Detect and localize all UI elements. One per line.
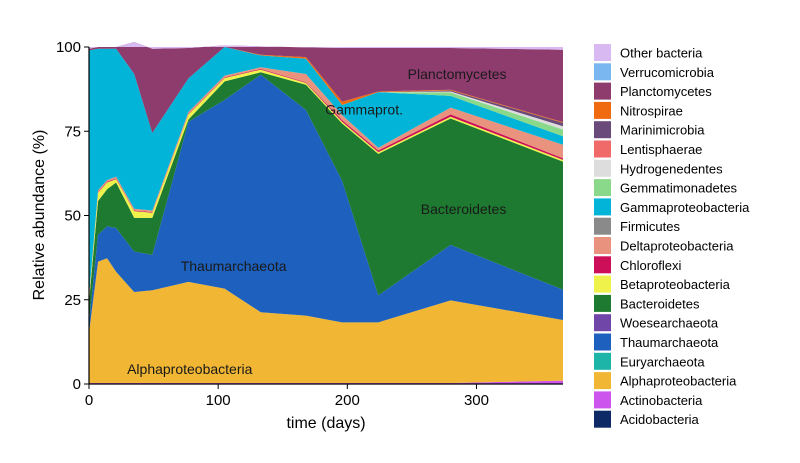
- legend-swatch-gammaproteobacteria: [594, 198, 611, 216]
- annotation-alphaproteobacteria: Alphaproteobacteria: [127, 361, 253, 377]
- legend-swatch-chloroflexi: [594, 256, 611, 274]
- axis-ticks: 0 100 200 300 0 25 50 75 100: [56, 39, 489, 409]
- legend-swatch-lentisphaerae: [594, 140, 611, 158]
- legend-label-thaumarchaeota: Thaumarchaeota: [620, 335, 719, 350]
- legend-swatch-deltaproteobacteria: [594, 237, 611, 254]
- area-gammaproteobacteria: [89, 47, 563, 297]
- y-tick-label: 50: [64, 208, 81, 225]
- legend-swatch-verrucomicrobia: [594, 63, 611, 81]
- y-tick-label: 25: [64, 292, 81, 309]
- legend-label-chloroflexi: Chloroflexi: [620, 258, 682, 273]
- legend-swatch-woesearchaeota: [594, 314, 611, 332]
- legend-swatch-thaumarchaeota: [594, 333, 611, 351]
- x-tick-label: 0: [85, 392, 93, 409]
- legend-label-verrucomicrobia: Verrucomicrobia: [620, 65, 715, 80]
- legend-swatch-hydrogenedentes: [594, 159, 611, 177]
- legend-label-other-bacteria: Other bacteria: [620, 46, 703, 61]
- legend-swatch-alphaproteobacteria: [594, 372, 611, 390]
- y-tick-label: 100: [56, 39, 81, 56]
- annotation-bacteroidetes: Bacteroidetes: [421, 201, 507, 217]
- legend-label-firmicutes: Firmicutes: [620, 219, 680, 234]
- legend-swatch-firmicutes: [594, 217, 611, 235]
- legend-label-nitrospirae: Nitrospirae: [620, 103, 683, 118]
- y-tick-label: 75: [64, 123, 81, 140]
- area-other-bacteria: [89, 41, 563, 50]
- x-tick-label: 200: [335, 392, 360, 409]
- legend-swatch-nitrospirae: [594, 101, 611, 119]
- legend-swatch-other-bacteria: [594, 44, 611, 61]
- y-tick-label: 0: [73, 376, 81, 393]
- area-bacteroidetes: [89, 72, 563, 323]
- annotation-thaumarchaeota: Thaumarchaeota: [181, 258, 287, 274]
- y-axis-title: Relative abundance (%): [31, 130, 48, 301]
- x-tick-label: 100: [206, 392, 231, 409]
- legend-label-marinimicrobia: Marinimicrobia: [620, 123, 705, 138]
- x-axis-title: time (days): [286, 415, 365, 432]
- legend-label-hydrogenedentes: Hydrogenedentes: [620, 161, 723, 176]
- area-series-group: [89, 41, 563, 384]
- area-planctomycetes: [89, 41, 563, 133]
- legend-label-actinobacteria: Actinobacteria: [620, 393, 703, 408]
- legend-label-gemmatimonadetes: Gemmatimonadetes: [620, 181, 738, 196]
- legend: Other bacteria Verrucomicrobia Planctomyce…: [594, 44, 750, 428]
- legend-label-acidobacteria: Acidobacteria: [620, 412, 700, 427]
- area-actinobacteria: [89, 380, 563, 384]
- legend-label-euryarchaeota: Euryarchaeota: [620, 354, 705, 369]
- legend-label-planctomycetes: Planctomycetes: [620, 84, 712, 99]
- legend-label-bacteroidetes: Bacteroidetes: [620, 296, 700, 311]
- legend-label-deltaproteobacteria: Deltaproteobacteria: [620, 239, 734, 254]
- legend-swatch-euryarchaeota: [594, 352, 611, 370]
- legend-swatch-planctomycetes: [594, 82, 611, 100]
- area-alphaproteobacteria: [89, 258, 563, 383]
- legend-label-woesearchaeota: Woesearchaeota: [620, 316, 719, 331]
- legend-swatch-gemmatimonadetes: [594, 179, 611, 197]
- legend-swatch-betaproteobacteria: [594, 275, 611, 293]
- annotation-gammaprot: Gammaprot.: [325, 101, 403, 117]
- legend-label-gammaproteobacteria: Gammaproteobacteria: [620, 200, 750, 215]
- area-thaumarchaeota: [89, 74, 563, 333]
- legend-label-alphaproteobacteria: Alphaproteobacteria: [620, 374, 737, 389]
- legend-label-betaproteobacteria: Betaproteobacteria: [620, 277, 731, 292]
- legend-swatch-marinimicrobia: [594, 121, 611, 139]
- legend-label-lentisphaerae: Lentisphaerae: [620, 142, 702, 157]
- legend-swatch-acidobacteria: [594, 410, 611, 428]
- x-tick-label: 300: [464, 392, 489, 409]
- annotation-planctomycetes: Planctomycetes: [408, 66, 507, 82]
- legend-swatch-actinobacteria: [594, 391, 611, 409]
- legend-swatch-bacteroidetes: [594, 294, 611, 312]
- area-annotations: Planctomycetes Gammaprot. Bacteroidetes Tha…: [127, 66, 506, 377]
